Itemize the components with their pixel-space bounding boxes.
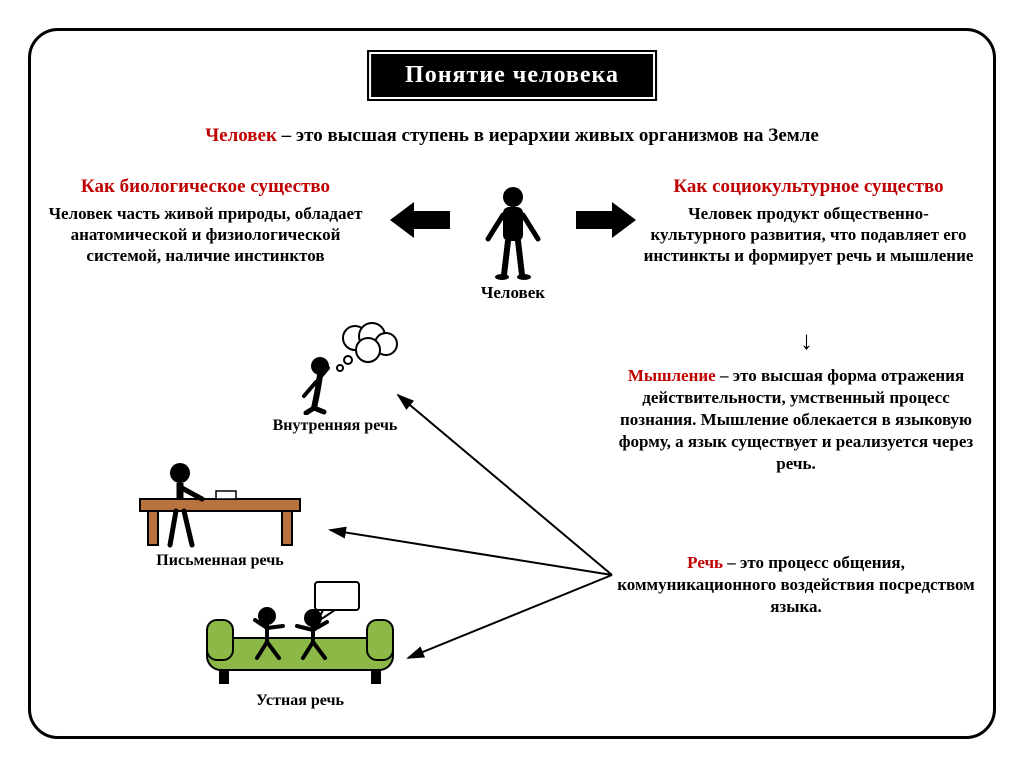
speech-term: Речь bbox=[687, 553, 723, 572]
biological-body: Человек часть живой природы, обладает ан… bbox=[48, 203, 363, 267]
down-arrow-icon: ↓ bbox=[800, 326, 813, 356]
oral-speech-label: Устная речь bbox=[185, 692, 415, 710]
writing-desk-icon bbox=[120, 455, 320, 550]
biological-column: Как биологическое существо Человек часть… bbox=[48, 175, 363, 267]
speech-body: – это процесс общения, коммуникационного… bbox=[617, 553, 975, 616]
oral-speech-icon bbox=[195, 580, 405, 690]
arrow-left-icon bbox=[390, 202, 450, 238]
thinking-term: Мышление bbox=[628, 366, 716, 385]
sociocultural-heading: Как социокультурное существо bbox=[641, 175, 976, 199]
main-definition: Человек – это высшая ступень в иерархии … bbox=[60, 125, 964, 147]
center-human-figure: Человек bbox=[468, 185, 558, 303]
thinking-person-icon bbox=[270, 320, 400, 415]
speech-definition: Речь – это процесс общения, коммуникацио… bbox=[616, 552, 976, 618]
written-speech-figure: Письменная речь bbox=[105, 455, 335, 570]
definition-body: – это высшая ступень в иерархии живых ор… bbox=[277, 125, 819, 146]
center-label: Человек bbox=[468, 283, 558, 303]
thinking-definition: Мышление – это высшая форма отражения де… bbox=[616, 365, 976, 475]
sociocultural-column: Как социокультурное существо Человек про… bbox=[641, 175, 976, 267]
definition-term: Человек bbox=[205, 125, 277, 146]
biological-heading: Как биологическое существо bbox=[48, 175, 363, 199]
sociocultural-body: Человек продукт общественно-культурного … bbox=[641, 203, 976, 267]
written-speech-label: Письменная речь bbox=[105, 552, 335, 570]
inner-speech-figure: Внутренняя речь bbox=[260, 320, 410, 435]
arrow-right-icon bbox=[576, 202, 636, 238]
title-box: Понятие человека bbox=[367, 50, 657, 101]
human-icon bbox=[478, 185, 548, 281]
title-text: Понятие человека bbox=[405, 62, 619, 88]
inner-speech-label: Внутренняя речь bbox=[260, 417, 410, 435]
oral-speech-figure: Устная речь bbox=[185, 580, 415, 710]
